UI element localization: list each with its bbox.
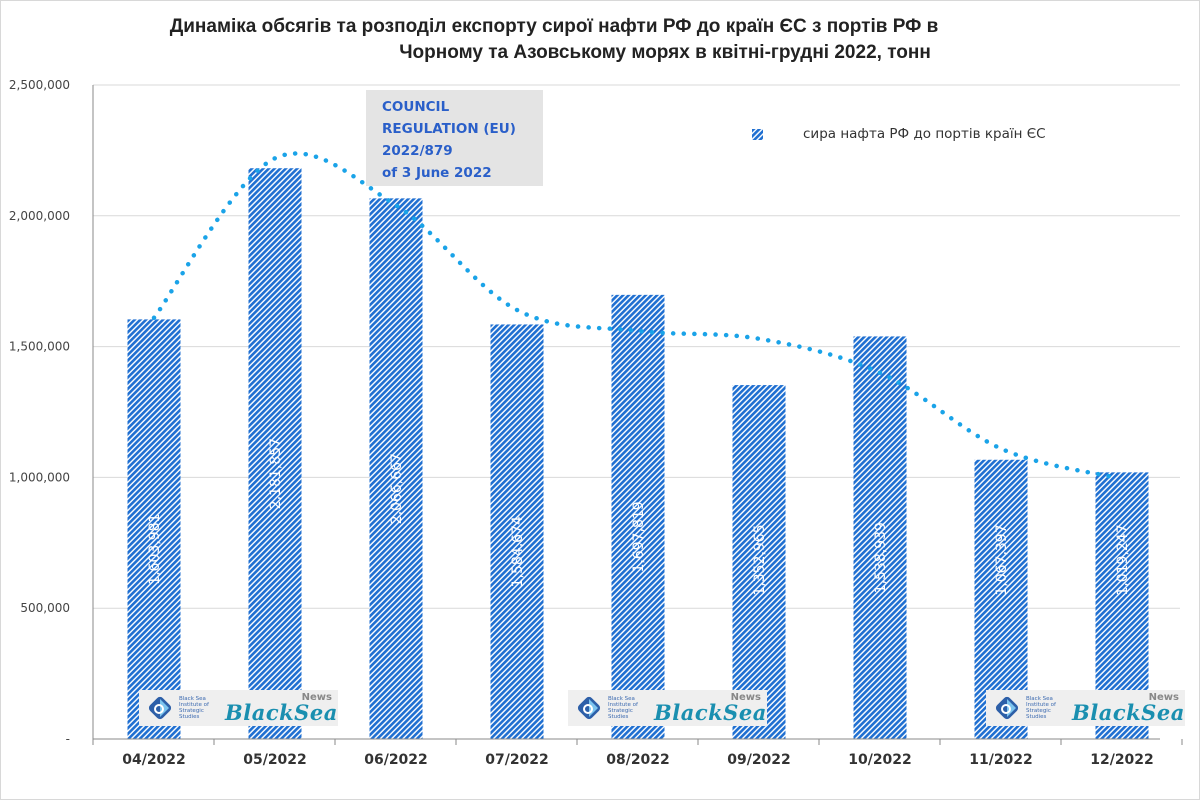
annotation-line: REGULATION (EU) — [382, 121, 516, 137]
bar — [248, 168, 302, 740]
bar — [853, 336, 907, 739]
blacksea-logo: Black Sea Institute of Strategic Studies Bla… — [568, 690, 767, 726]
institute-name-line: Black Sea — [608, 696, 635, 702]
data-label: 2,181,857 — [268, 438, 284, 509]
data-label: 1,352,965 — [752, 524, 768, 595]
institute-name-line: Strategic — [1026, 708, 1051, 714]
institute-name-line: Institute of — [1026, 702, 1056, 708]
legend-swatch — [752, 128, 763, 140]
x-tick-label: 11/2022 — [969, 752, 1033, 768]
y-tick-label: 1,500,000 — [9, 340, 70, 354]
institute-name-line: Institute of — [608, 702, 638, 708]
data-label: 1,697,819 — [631, 501, 647, 572]
institute-mark-icon — [995, 696, 1019, 720]
x-tick-label: 10/2022 — [848, 752, 912, 768]
institute-name-line: Studies — [608, 714, 629, 720]
x-tick-label: 09/2022 — [727, 752, 791, 768]
institute-name-line: Institute of — [179, 702, 209, 708]
bar — [490, 324, 544, 739]
legend-label: сира нафта РФ до портів країн ЄС — [803, 126, 1046, 142]
y-tick-label: 500,000 — [20, 601, 70, 615]
institute-name-line: Black Sea — [1026, 696, 1053, 702]
data-label: 1,019,247 — [1115, 524, 1131, 595]
data-label: 1,538,939 — [873, 522, 889, 593]
bar — [611, 294, 665, 739]
data-label: 1,603,981 — [147, 514, 163, 585]
data-label: 2,066,667 — [389, 453, 405, 524]
data-label: 1,584,674 — [510, 516, 526, 587]
x-tick-label: 05/2022 — [243, 752, 307, 768]
bar — [732, 385, 786, 739]
chart-title: Динаміка обсягів та розподіл експорту си… — [0, 14, 1200, 66]
chart-title-line-2: Чорному та Азовському морях в квітні-гру… — [399, 42, 931, 63]
brand-name: BlackSea — [225, 699, 338, 725]
institute-name-line: Strategic — [608, 708, 633, 714]
y-tick-label: 2,500,000 — [9, 78, 70, 92]
x-tick-label: 07/2022 — [485, 752, 549, 768]
blacksea-logo: Black Sea Institute of Strategic Studies Bla… — [139, 690, 338, 726]
institute-name: Black Sea Institute of Strategic Studies — [179, 696, 219, 720]
bar — [369, 198, 423, 739]
x-tick-label: 08/2022 — [606, 752, 670, 768]
x-tick-label: 06/2022 — [364, 752, 428, 768]
institute-name-line: Studies — [179, 714, 200, 720]
institute-mark-icon — [577, 696, 601, 720]
institute-name-line: Black Sea — [179, 696, 206, 702]
brand-tag: News — [1148, 692, 1179, 703]
institute-name: Black Sea Institute of Strategic Studies — [1026, 696, 1066, 720]
blacksea-logo: Black Sea Institute of Strategic Studies Bla… — [986, 690, 1185, 726]
institute-name-line: Strategic — [179, 708, 204, 714]
bar — [127, 319, 181, 739]
x-tick-label: 12/2022 — [1090, 752, 1154, 768]
brand-tag: News — [301, 692, 332, 703]
institute-mark-icon — [148, 696, 172, 720]
brand-name: BlackSea — [654, 699, 767, 725]
data-label: 1,067,397 — [994, 524, 1010, 595]
chart-title-line-1: Динаміка обсягів та розподіл експорту си… — [169, 16, 939, 37]
brand-tag: News — [730, 692, 761, 703]
legend: сира нафта РФ до портів країн ЄС — [752, 126, 1046, 142]
trendline — [151, 151, 1117, 480]
institute-name: Black Sea Institute of Strategic Studies — [608, 696, 648, 720]
regulation-annotation: COUNCIL REGULATION (EU) 2022/879 of 3 Ju… — [366, 90, 543, 186]
annotation-line: 2022/879 — [382, 143, 453, 159]
x-tick-label: 04/2022 — [122, 752, 186, 768]
y-tick-label: - — [66, 732, 70, 746]
y-tick-label: 1,000,000 — [9, 470, 70, 484]
annotation-line: COUNCIL — [382, 99, 450, 115]
brand-name: BlackSea — [1072, 699, 1185, 725]
annotation-line: of 3 June 2022 — [382, 165, 492, 181]
institute-name-line: Studies — [1026, 714, 1047, 720]
y-tick-label: 2,000,000 — [9, 209, 70, 223]
